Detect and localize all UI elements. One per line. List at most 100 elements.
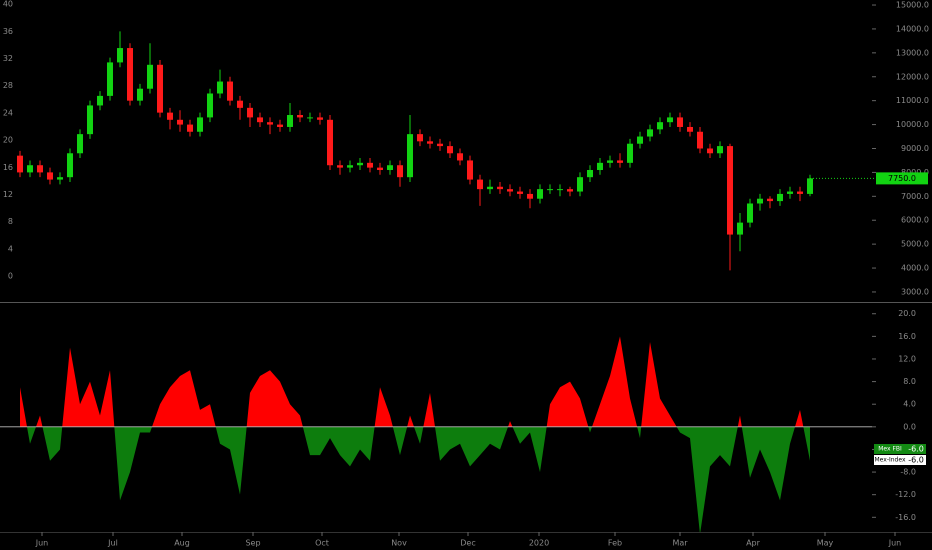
y-tick-label: 8.0 [903,377,916,386]
y-tick-label: 6000.0 [901,216,929,225]
candle-body [367,162,373,168]
y-tick-label: 20.0 [898,309,916,318]
candle-body [327,119,333,166]
value-tag-box [874,455,906,465]
x-tick-label: Jul [107,539,118,548]
candle-body [747,203,753,223]
value-tag-box [874,444,906,454]
candle-body [637,136,643,144]
candle-body [757,198,763,204]
y-tick-label: 10000.0 [896,120,929,129]
last-price-label: 7750.0 [888,174,916,183]
candle-body [497,186,503,190]
candle-body [797,191,803,194]
candle-body [777,193,783,202]
candle-body [607,160,613,163]
last-price-tag [876,172,928,185]
candle-body [347,165,353,168]
candle-body [727,146,733,235]
candle-body [27,165,33,173]
candle-body [617,160,623,163]
left-tick-label: 36 [3,27,13,36]
candle-body [297,115,303,118]
left-tick-label: 32 [3,54,13,63]
value-tag-value-box [906,455,926,465]
candle-body [477,179,483,190]
value-tag-label: -6.0 [908,456,924,465]
candle-body [137,88,143,101]
candle-body [627,143,633,163]
candle-body [717,146,723,154]
x-tick-label: Apr [746,539,761,548]
candle-body [197,117,203,132]
area-negative [20,426,810,532]
candle-body [177,119,183,125]
left-tick-label: 20 [3,136,13,145]
candle-body [697,131,703,149]
candle-body [187,124,193,132]
candle-body [67,153,73,178]
candle-body [457,153,463,161]
candle-body [787,191,793,194]
candle-body [87,105,93,135]
left-tick-label: 4 [8,244,13,253]
value-tag-label: -6.0 [908,445,924,454]
value-tag-name: Mex-Index [875,457,906,464]
y-tick-label: -12.0 [895,490,916,499]
left-tick-label: 16 [3,163,13,172]
x-tick-label: Jun [888,539,902,548]
area-positive-group [20,336,804,427]
left-tick-label: 40 [3,0,13,9]
candle-body [317,117,323,120]
candle-body [157,64,163,113]
candle-body [257,117,263,123]
candle-body [107,62,113,96]
x-tick-label: May [817,539,834,548]
candle-body [117,48,123,63]
value-tag-value-box [906,444,926,454]
candle-body [657,122,663,130]
candle-body [167,112,173,120]
candle-body [427,141,433,144]
candle-body [597,162,603,171]
candle-body [337,165,343,168]
candle-body [247,107,253,118]
candle-body [57,177,63,180]
candle-body [227,81,233,101]
y-tick-label: 4000.0 [901,264,929,273]
y-tick-label: 9000.0 [901,144,929,153]
area-positive [20,336,804,427]
left-tick-label: 28 [3,81,13,90]
candle-body [307,117,313,119]
candle-body [277,124,283,127]
candle-body [127,48,133,101]
candle-body [547,189,553,191]
candle-body [487,186,493,190]
candle-body [217,81,223,94]
candle-body [37,165,43,173]
candle-body [237,100,243,108]
x-tick-label: Sep [245,539,260,548]
candle-body [667,117,673,123]
candle-body [587,170,593,178]
candle-body [537,189,543,199]
candle-body [77,134,83,154]
candle-body [97,95,103,106]
x-tick-label: Mar [672,539,688,548]
candle-body [647,129,653,137]
candle-body [267,122,273,125]
y-tick-label: 0.0 [903,422,916,431]
x-tick-label: 2020 [529,539,549,548]
x-tick-label: Dec [460,539,475,548]
candle-body [407,134,413,178]
candle-body [467,160,473,180]
candle-body [17,155,23,173]
y-tick-label: 5000.0 [901,240,929,249]
candle-body [447,146,453,154]
y-tick-label: -16.0 [895,513,916,522]
x-tick-label: Feb [608,539,622,548]
candle-body [707,148,713,154]
y-tick-label: 12.0 [898,354,916,363]
